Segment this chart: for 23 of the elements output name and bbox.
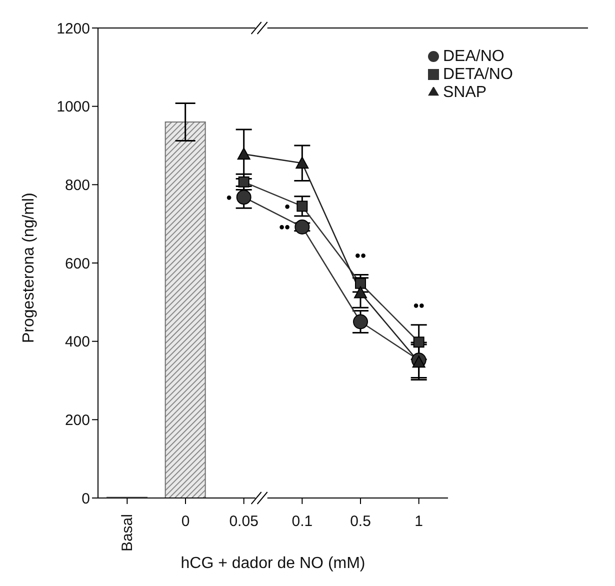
annotation: • [226,190,232,207]
x-tick-label: 1 [414,513,424,530]
legend-label: DETA/NO [443,66,513,83]
legend-label: DEA/NO [443,48,504,65]
legend-label: SNAP [443,84,487,101]
annotation: •• [354,248,366,265]
y-tick-label: 1000 [56,98,90,116]
y-axis-title: Progesterona (ng/ml) [20,192,38,343]
annotation: •• [278,220,290,237]
x-tick-label: 0.5 [350,513,371,530]
y-tick-label: 800 [64,176,90,194]
y-tick-label: 600 [64,255,90,272]
y-tick-label: 400 [64,334,90,351]
annotation: • [284,198,290,216]
x-tick-label: Basal [119,514,136,552]
y-tick-label: 0 [82,490,90,508]
x-tick-label: 0 [181,513,190,530]
x-axis-title: hCG + dador de NO (mM) [180,555,366,572]
y-tick-label: 1200 [56,20,90,38]
x-tick-label: 0.1 [292,513,313,530]
x-tick-label: 0.05 [229,513,258,530]
annotation: •• [413,298,424,315]
y-tick-label: 200 [64,412,90,429]
